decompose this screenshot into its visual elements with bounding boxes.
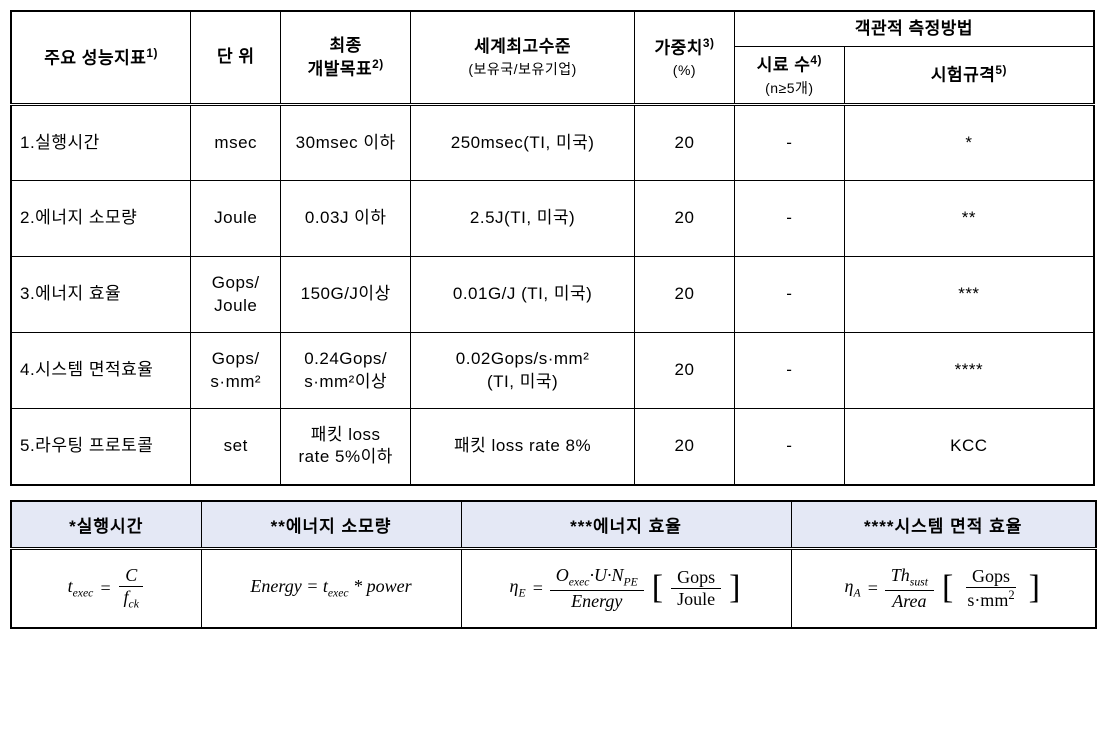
col-sample: 시료 수4) (n≥5개) <box>734 47 844 105</box>
cell: 20 <box>635 409 735 485</box>
cell: *** <box>844 257 1094 333</box>
performance-metrics-table: 주요 성능지표1) 단 위 최종개발목표2) 세계최고수준 (보유국/보유기업)… <box>10 10 1095 486</box>
cell: 5.라우팅 프로토콜 <box>11 409 191 485</box>
cell: - <box>734 181 844 257</box>
table-header: 주요 성능지표1) 단 위 최종개발목표2) 세계최고수준 (보유국/보유기업)… <box>11 11 1094 105</box>
table-body: 1.실행시간msec30msec 이하250msec(TI, 미국)20-*2.… <box>11 105 1094 485</box>
cell: 20 <box>635 333 735 409</box>
cell: Gops/Joule <box>191 257 281 333</box>
cell: - <box>734 257 844 333</box>
cell: Joule <box>191 181 281 257</box>
col-target: 최종개발목표2) <box>281 11 411 105</box>
formula-exec-time: texec = C fck <box>11 548 201 628</box>
formula-header: *실행시간 <box>11 501 201 549</box>
cell: 20 <box>635 257 735 333</box>
col-world: 세계최고수준 (보유국/보유기업) <box>411 11 635 105</box>
cell: 30msec 이하 <box>281 105 411 181</box>
formula-area-efficiency: ηA = Thsust Area [ Gops s·mm2 ] <box>791 548 1096 628</box>
table-row: 5.라우팅 프로토콜set패킷 lossrate 5%이하패킷 loss rat… <box>11 409 1094 485</box>
cell: msec <box>191 105 281 181</box>
col-weight: 가중치3) (%) <box>635 11 735 105</box>
formula-header-row: *실행시간**에너지 소모량***에너지 효율****시스템 면적 효율 <box>11 501 1096 549</box>
cell: 20 <box>635 105 735 181</box>
cell: * <box>844 105 1094 181</box>
cell: 2.5J(TI, 미국) <box>411 181 635 257</box>
cell: 0.02Gops/s·mm²(TI, 미국) <box>411 333 635 409</box>
cell: Gops/s·mm² <box>191 333 281 409</box>
col-metric: 주요 성능지표1) <box>11 11 191 105</box>
cell: 20 <box>635 181 735 257</box>
cell: - <box>734 409 844 485</box>
cell: KCC <box>844 409 1094 485</box>
cell: 2.에너지 소모량 <box>11 181 191 257</box>
cell: 3.에너지 효율 <box>11 257 191 333</box>
cell: 패킷 loss rate 8% <box>411 409 635 485</box>
cell: - <box>734 105 844 181</box>
table-row: 2.에너지 소모량Joule0.03J 이하2.5J(TI, 미국)20-** <box>11 181 1094 257</box>
table-row: 4.시스템 면적효율Gops/s·mm²0.24Gops/s·mm²이상0.02… <box>11 333 1094 409</box>
formula-row: texec = C fck Energy = texec * power ηE … <box>11 548 1096 628</box>
cell: - <box>734 333 844 409</box>
col-unit: 단 위 <box>191 11 281 105</box>
table-row: 1.실행시간msec30msec 이하250msec(TI, 미국)20-* <box>11 105 1094 181</box>
cell: ** <box>844 181 1094 257</box>
formula-efficiency: ηE = Oexec·U·NPE Energy [ Gops Joule ] <box>461 548 791 628</box>
col-objective-group: 객관적 측정방법 <box>734 11 1094 47</box>
cell: 패킷 lossrate 5%이하 <box>281 409 411 485</box>
table-row: 3.에너지 효율Gops/Joule150G/J이상0.01G/J (TI, 미… <box>11 257 1094 333</box>
cell: set <box>191 409 281 485</box>
cell: **** <box>844 333 1094 409</box>
col-test: 시험규격5) <box>844 47 1094 105</box>
cell: 150G/J이상 <box>281 257 411 333</box>
cell: 250msec(TI, 미국) <box>411 105 635 181</box>
cell: 0.01G/J (TI, 미국) <box>411 257 635 333</box>
formula-legend-table: *실행시간**에너지 소모량***에너지 효율****시스템 면적 효율 tex… <box>10 500 1097 630</box>
cell: 0.03J 이하 <box>281 181 411 257</box>
cell: 4.시스템 면적효율 <box>11 333 191 409</box>
formula-energy: Energy = texec * power <box>201 548 461 628</box>
formula-header: ***에너지 효율 <box>461 501 791 549</box>
cell: 0.24Gops/s·mm²이상 <box>281 333 411 409</box>
formula-header: ****시스템 면적 효율 <box>791 501 1096 549</box>
cell: 1.실행시간 <box>11 105 191 181</box>
formula-header: **에너지 소모량 <box>201 501 461 549</box>
